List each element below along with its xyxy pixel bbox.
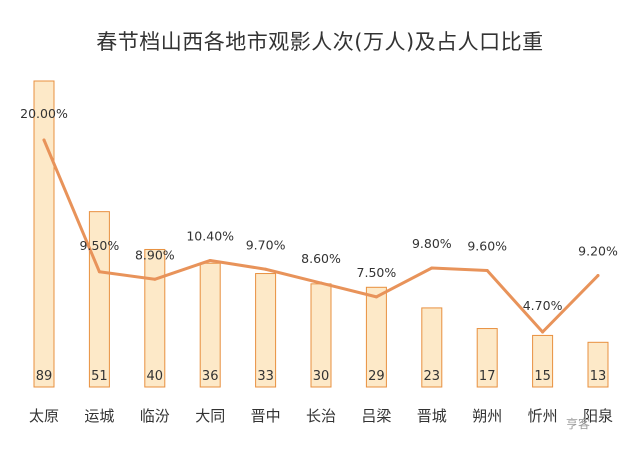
bar-value-label: 40 — [147, 369, 164, 384]
category-label: 晋城 — [417, 407, 447, 425]
bar-太原 — [33, 80, 55, 388]
ratio-point — [541, 330, 545, 334]
ratio-value-label: 8.60% — [301, 251, 341, 266]
category-label: 长治 — [306, 407, 336, 425]
bar-value-label: 15 — [534, 369, 551, 384]
ratio-value-label: 10.40% — [186, 228, 234, 243]
bar-吕梁 — [365, 286, 387, 388]
bar-value-label: 89 — [36, 369, 53, 384]
ratio-point — [264, 267, 268, 271]
ratio-point — [208, 258, 212, 262]
category-label: 阳泉 — [583, 407, 613, 425]
ratio-point — [42, 138, 46, 142]
category-label: 朔州 — [472, 407, 502, 425]
bar-value-label: 23 — [424, 369, 441, 384]
bar-value-label: 33 — [257, 369, 274, 384]
bar-value-label: 29 — [368, 369, 385, 384]
ratio-point — [97, 270, 101, 274]
category-label: 晋中 — [251, 407, 281, 425]
category-label: 运城 — [84, 407, 114, 425]
ratio-value-label: 8.90% — [135, 247, 175, 262]
bar-忻州 — [532, 334, 554, 388]
bar-value-label: 51 — [91, 369, 108, 384]
category-label: 太原 — [29, 407, 59, 425]
bar-value-label: 30 — [313, 369, 330, 384]
ratio-value-label: 7.50% — [357, 265, 397, 280]
ratio-value-label: 9.70% — [246, 237, 286, 252]
bar-value-label: 36 — [202, 369, 219, 384]
ratio-point — [596, 274, 600, 278]
bar-阳泉 — [587, 341, 609, 388]
bar-大同 — [199, 262, 221, 388]
watermark-label: 亨客 — [566, 417, 591, 431]
bar-晋城 — [421, 307, 443, 388]
bar-临汾 — [144, 248, 166, 388]
category-label: 吕梁 — [361, 407, 391, 425]
bar-value-label: 13 — [590, 369, 607, 384]
ratio-point — [430, 266, 434, 270]
category-label: 忻州 — [528, 407, 558, 425]
ratio-value-label: 9.80% — [412, 236, 452, 251]
ratio-value-label: 4.70% — [523, 298, 563, 313]
bar-晋中 — [255, 273, 277, 388]
bar-朔州 — [476, 328, 498, 388]
ratio-point — [374, 295, 378, 299]
ratio-point — [153, 277, 157, 281]
category-label: 大同 — [195, 407, 225, 425]
ratio-value-label: 20.00% — [20, 106, 68, 121]
ratio-value-label: 9.20% — [578, 244, 618, 259]
ratio-point — [319, 281, 323, 285]
ratio-value-label: 9.50% — [80, 238, 120, 253]
chart-title: 春节档山西各地市观影人次(万人)及占人口比重 — [96, 30, 544, 54]
bar-运城 — [88, 211, 110, 388]
bar-value-label: 17 — [479, 369, 496, 384]
ratio-value-label: 9.60% — [467, 239, 507, 254]
category-label: 临汾 — [140, 407, 170, 425]
ratio-point — [485, 269, 489, 273]
